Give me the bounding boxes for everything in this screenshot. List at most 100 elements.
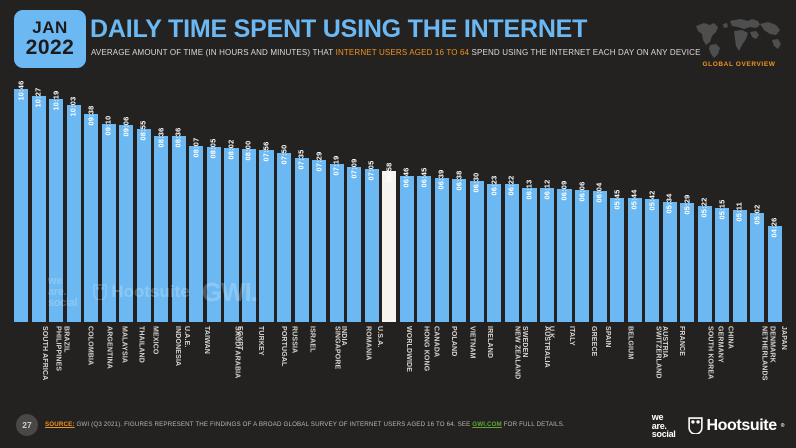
subtitle-part-2: SPEND USING THE INTERNET EACH DAY ON ANY… <box>469 48 701 57</box>
category-label: ROMANIA <box>347 326 371 404</box>
bar <box>171 135 186 322</box>
global-overview-label: GLOBAL OVERVIEW <box>702 61 776 68</box>
bar-value-label: 08:02 <box>226 139 236 160</box>
category-label: AUSTRIA <box>645 326 668 404</box>
bar-column: 08:36 <box>154 84 169 322</box>
bar-value-label: 06:58 <box>384 162 394 183</box>
bar <box>592 190 607 322</box>
bar-value-label: 10:46 <box>16 80 26 101</box>
category-label-text: ITALY <box>567 326 575 346</box>
bar-value-label: 06:38 <box>454 170 464 190</box>
bar-column: 07:56 <box>259 84 274 322</box>
bar <box>610 197 625 322</box>
category-label: IRELAND <box>470 326 493 404</box>
bar-value-label: 09:10 <box>103 115 113 136</box>
bar-column: 06:46 <box>399 84 414 322</box>
bar-value-label: 04:26 <box>769 217 779 238</box>
category-label: SINGAPORE <box>312 326 341 404</box>
bar-value-label: 06:23 <box>489 175 499 196</box>
bar <box>49 98 64 322</box>
bar-value-label: 08:00 <box>243 140 253 161</box>
category-label-text: U.K. <box>547 326 555 341</box>
source-text-a: GWI (Q3 2021). FIGURES REPRESENT THE FIN… <box>74 421 473 428</box>
category-label: MEXICO <box>137 326 158 404</box>
category-label: U.S.A. <box>365 326 382 404</box>
bar <box>347 167 362 322</box>
category-label: BELGIUM <box>610 326 634 404</box>
category-label: PORTUGAL <box>259 326 287 404</box>
bar-value-label: 06:12 <box>542 179 551 200</box>
bar-value-label: 06:39 <box>436 169 446 190</box>
bar-column: 07:29 <box>312 84 327 322</box>
bar <box>750 213 765 322</box>
bar <box>84 113 99 322</box>
bar-column: 06:04 <box>592 84 607 322</box>
category-label: SOUTH KOREA <box>680 326 714 404</box>
bar-column: 05:11 <box>732 84 747 322</box>
category-label: FRANCE <box>663 326 685 404</box>
bar-column: 10:27 <box>31 84 46 322</box>
bar-column: 06:45 <box>417 84 432 322</box>
bar <box>154 135 169 322</box>
bar <box>627 197 642 322</box>
bar <box>452 178 467 322</box>
bar-value-label: 08:07 <box>191 137 201 158</box>
bar-column: 06:58 <box>382 84 397 322</box>
bar-column: 10:19 <box>49 84 64 322</box>
page-title: DAILY TIME SPENT USING THE INTERNET <box>90 15 588 43</box>
bar-value-label: 07:29 <box>314 151 324 172</box>
bar-value-label: 05:44 <box>629 189 639 210</box>
source-link[interactable]: GWI.COM <box>472 421 502 428</box>
hootsuite-logo-text: Hootsuite <box>706 416 778 434</box>
bar <box>504 184 520 322</box>
bar <box>539 187 555 322</box>
bar-value-label: 07:50 <box>279 144 289 165</box>
bar-column: 05:34 <box>662 84 677 322</box>
bar-value-label: 06:06 <box>577 181 587 202</box>
bar <box>329 163 344 322</box>
bar <box>715 208 730 322</box>
bar <box>434 178 449 322</box>
page-footer: 27 SOURCE: GWI (Q3 2021). FIGURES REPRES… <box>0 404 796 448</box>
category-label: GERMANY <box>698 326 723 404</box>
category-label: SAUDI ARABIA <box>207 326 240 404</box>
bar <box>31 95 46 322</box>
bar-column: 05:45 <box>610 84 625 322</box>
bar-column: 10:46 <box>14 81 29 322</box>
date-badge: JAN 2022 <box>14 10 86 68</box>
bar-value-label: 08:36 <box>156 127 166 148</box>
category-label: JAPAN <box>768 326 787 404</box>
category-label: INDONESIA <box>154 326 181 404</box>
we-are-social-logo: we are. social <box>651 412 676 439</box>
bar <box>312 160 327 322</box>
category-label: TAIWAN <box>189 326 210 404</box>
bar-column: 05:42 <box>645 84 660 322</box>
world-map-icon <box>696 19 781 58</box>
subtitle-highlight: INTERNET USERS AGED 16 TO 64 <box>335 48 470 57</box>
category-label: DENMARK <box>750 326 776 404</box>
bar-value-label: 10:19 <box>51 90 61 111</box>
source-text-b: FOR FULL DETAILS. <box>501 421 565 428</box>
bar-value-label: 07:05 <box>366 160 376 181</box>
source-label: SOURCE: <box>45 421 75 428</box>
bar <box>645 198 660 322</box>
page-number-badge: 27 <box>16 414 38 436</box>
bar <box>557 188 572 322</box>
bar-value-label: 05:42 <box>647 190 657 211</box>
bar-column: 06:23 <box>487 84 502 322</box>
bar <box>364 168 379 322</box>
bar-column: 06:38 <box>452 84 467 322</box>
bar-value-label: 08:36 <box>173 127 183 148</box>
category-label: GREECE <box>575 326 597 404</box>
bar-column: 06:22 <box>504 84 520 322</box>
bar-column: 05:15 <box>715 84 730 322</box>
bar <box>697 205 712 322</box>
bar <box>469 181 484 322</box>
bar-value-label: 06:46 <box>401 167 411 188</box>
bar <box>767 226 782 322</box>
category-label: WORLDWIDE <box>382 326 412 404</box>
hootsuite-logo: Hootsuite ® <box>687 416 784 435</box>
bar-value-label: 05:29 <box>682 194 692 215</box>
bar-column: 10:03 <box>66 84 81 322</box>
category-label: SWITZERLAND <box>628 326 661 404</box>
